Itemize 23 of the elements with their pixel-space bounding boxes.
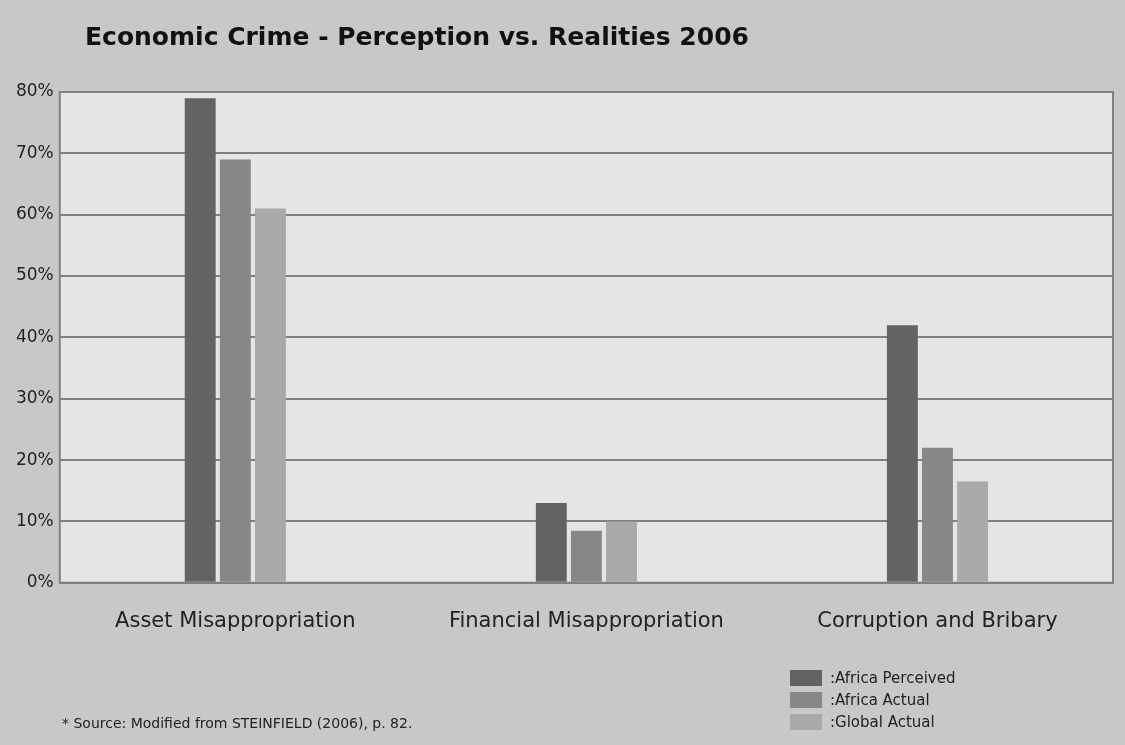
- y-tick-label: 50%: [15, 264, 54, 285]
- bar: [957, 481, 989, 582]
- bar: [606, 521, 637, 582]
- y-tick-label: 60%: [15, 203, 54, 224]
- y-tick-label: 80%: [15, 80, 54, 101]
- x-tick-label: Corruption and Bribary: [817, 607, 1058, 632]
- bar: [886, 325, 918, 582]
- bar: [535, 503, 567, 582]
- x-tick-label: Financial Misappropriation: [448, 607, 724, 632]
- y-tick-label: 30%: [15, 387, 54, 408]
- y-tick-label: 20%: [15, 448, 54, 469]
- x-tick-label: Asset Misappropriation: [115, 607, 356, 632]
- legend-label: :Africa Perceived: [830, 669, 956, 687]
- legend-label: :Africa Actual: [830, 691, 930, 709]
- bar: [254, 208, 286, 582]
- bar: [184, 98, 216, 582]
- text: * Source: Modified from STEINFIELD (2006), p. 82.: [62, 715, 413, 731]
- y-tick-label: 40%: [15, 325, 54, 346]
- y-tick-label: 70%: [15, 141, 54, 162]
- legend-label: :Global Actual: [830, 713, 935, 731]
- y-tick-label: 10%: [15, 509, 54, 530]
- chart-title: Economic Crime - Perception vs. Realities 2006: [85, 22, 749, 51]
- y-tick-label: 0%: [26, 571, 54, 592]
